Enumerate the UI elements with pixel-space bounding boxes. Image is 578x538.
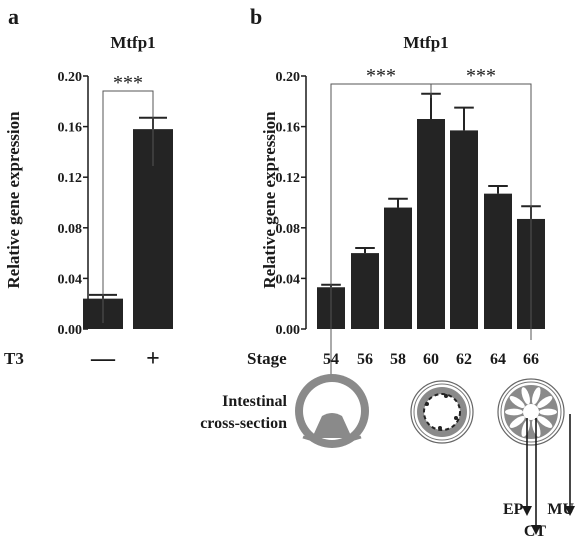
- panel-a-y-tick-label: 0.12: [58, 171, 83, 186]
- intestinal-fold: [539, 408, 557, 416]
- panel-b-significance: *** ***: [330, 65, 532, 384]
- panel-b-x-ticks: 54 56 58 60 62 64 66: [323, 351, 539, 368]
- intestinal-fold: [505, 408, 523, 416]
- illustration-label-line1: Intestinal: [222, 393, 287, 410]
- panel-b-y-tick-label: 0.00: [276, 323, 301, 338]
- panel-a-y-axis: 0.00 0.04 0.08 0.12 0.16 0.20: [58, 70, 89, 338]
- panel-b-significance-label: ***: [366, 65, 396, 87]
- panel-b-x-tick-label: 66: [523, 351, 539, 368]
- panel-a-significance: ***: [102, 72, 154, 323]
- layer-arrows: [526, 414, 571, 527]
- layer-label-ct: CT: [524, 523, 547, 538]
- intestinal-illustration: Intestinal cross-section: [200, 374, 575, 538]
- panel-b-x-tick-label: 64: [490, 351, 506, 368]
- panel-a-y-tick-label: 0.04: [58, 272, 83, 287]
- panel-b-letter: b: [250, 4, 262, 29]
- panel-b-x-tick-label: 56: [357, 351, 373, 368]
- panel-b-xlabel: Stage: [247, 349, 287, 368]
- panel-a-significance-bracket: [102, 90, 154, 323]
- larval-cross-section-icon: [295, 374, 369, 448]
- panel-a-y-tick-label: 0.16: [58, 121, 83, 136]
- panel-b-y-tick-label: 0.04: [276, 272, 301, 287]
- panel-a-y-tick-label: 0.00: [58, 323, 83, 338]
- panel-a-xlabel: T3: [4, 349, 24, 368]
- panel-b-bar-60: [417, 119, 445, 329]
- panel-b-significance-bracket: [330, 83, 432, 384]
- panel-a-x-tick-label: —: [90, 346, 116, 372]
- intestinal-fold: [531, 387, 541, 405]
- panel-b-bars: [317, 92, 545, 329]
- panel-b-y-tick-label: 0.08: [276, 222, 301, 237]
- panel-b-significance-bracket: [430, 83, 532, 340]
- panel-a-significance-label: ***: [113, 72, 143, 94]
- intestinal-fold: [509, 396, 525, 408]
- panel-b-x-tick-label: 54: [323, 351, 339, 368]
- intestinal-fold: [521, 419, 531, 437]
- layer-arrowheads: [522, 506, 575, 535]
- layer-label-ep: EP: [503, 501, 524, 518]
- panel-a-y-tick-label: 0.08: [58, 222, 83, 237]
- intestinal-fold: [521, 387, 531, 405]
- adult-cross-section-icon: [497, 378, 565, 446]
- panel-b-x-tick-label: 60: [423, 351, 439, 368]
- panel-a-x-ticks: — +: [90, 346, 160, 372]
- layer-label-mu: MU: [547, 501, 574, 518]
- panel-b-y-tick-label: 0.16: [276, 121, 301, 136]
- intestinal-fold: [509, 416, 525, 428]
- panel-b-bar-58: [384, 207, 412, 329]
- panel-b-significance-label: ***: [466, 65, 496, 87]
- panel-a-title: Mtfp1: [110, 33, 155, 52]
- panel-a-x-tick-label: +: [146, 346, 160, 372]
- illustration-label-line2: cross-section: [200, 415, 287, 432]
- panel-b-y-axis: 0.00 0.04 0.08 0.12 0.16 0.20: [276, 70, 307, 338]
- panel-b-ylabel: Relative gene expression: [260, 111, 279, 289]
- panel-b-title: Mtfp1: [403, 33, 448, 52]
- panel-b-y-tick-label: 0.12: [276, 171, 301, 186]
- panel-b-x-tick-label: 62: [456, 351, 472, 368]
- panel-b-bar-62: [450, 130, 478, 329]
- panel-a-y-tick-label: 0.20: [58, 70, 83, 85]
- panel-a-bars: [83, 116, 173, 329]
- climax-cross-section-icon: [410, 380, 474, 444]
- panel-a-letter: a: [8, 4, 19, 29]
- panel-a-ylabel: Relative gene expression: [4, 111, 23, 289]
- intestinal-fold: [537, 396, 553, 408]
- panel-b-bar-56: [351, 253, 379, 329]
- intestinal-fold: [537, 416, 553, 428]
- panel-b-y-tick-label: 0.20: [276, 70, 301, 85]
- panel-b-bar-64: [484, 193, 512, 329]
- panel-b-x-tick-label: 58: [390, 351, 406, 368]
